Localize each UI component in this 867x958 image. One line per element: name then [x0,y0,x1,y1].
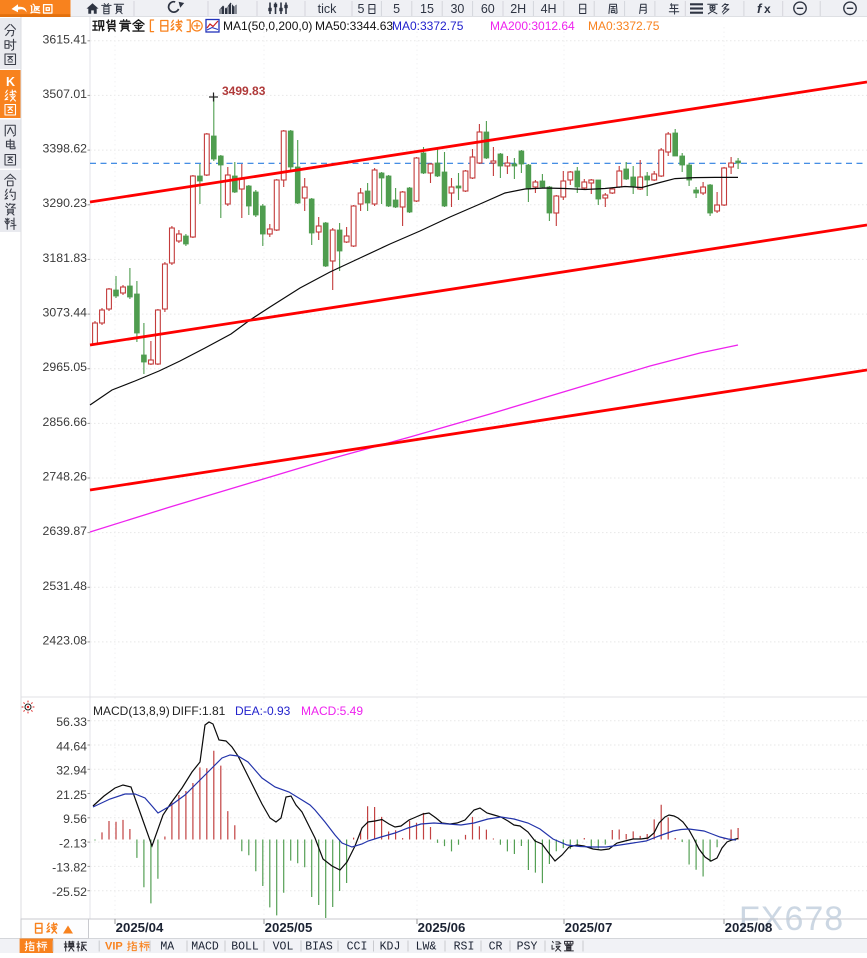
svg-text:CCI: CCI [347,941,368,954]
svg-text:VOL: VOL [273,941,294,954]
svg-text:BIAS: BIAS [305,941,333,954]
svg-text:2025/05: 2025/05 [265,920,313,935]
svg-text:3073.44: 3073.44 [43,306,88,320]
svg-text:DEA:-0.93: DEA:-0.93 [235,704,291,718]
svg-text:3290.23: 3290.23 [43,196,88,210]
svg-text:5: 5 [393,2,400,16]
svg-text:x: x [764,2,771,16]
svg-text:60: 60 [481,2,495,16]
svg-text:MA0:3372.75: MA0:3372.75 [392,19,464,33]
svg-text:MA1(50,0,200,0): MA1(50,0,200,0) [223,19,312,33]
svg-text:2025/08: 2025/08 [725,920,773,935]
svg-text:32.94: 32.94 [56,764,87,778]
svg-text:4H: 4H [541,2,557,16]
svg-text:2H: 2H [510,2,526,16]
svg-text:3507.01: 3507.01 [43,87,88,101]
svg-text:2423.08: 2423.08 [43,633,88,647]
svg-text:-13.82: -13.82 [52,861,87,875]
svg-text:3181.83: 3181.83 [43,251,88,265]
svg-text:tick: tick [318,2,338,16]
svg-text:BOLL: BOLL [231,941,259,954]
svg-text:MA200:3012.64: MA200:3012.64 [490,19,575,33]
svg-text:5: 5 [358,2,365,16]
svg-text:21.25: 21.25 [56,788,87,802]
svg-text:2531.48: 2531.48 [43,579,88,593]
svg-text:LW&: LW& [416,941,437,954]
svg-text:30: 30 [450,2,464,16]
svg-text:2025/04: 2025/04 [116,920,164,935]
svg-text:CR: CR [489,941,503,954]
svg-text:2856.66: 2856.66 [43,415,88,429]
svg-text:MA: MA [160,941,174,954]
svg-text:15: 15 [420,2,434,16]
svg-text:MA0:3372.75: MA0:3372.75 [588,19,660,33]
svg-text:2748.26: 2748.26 [43,470,88,484]
svg-text:-25.52: -25.52 [52,885,87,899]
svg-text:9.56: 9.56 [63,812,87,826]
svg-text:3499.83: 3499.83 [222,84,266,98]
svg-text:2965.05: 2965.05 [43,360,88,374]
svg-text:MACD:5.49: MACD:5.49 [301,704,363,718]
svg-text:MA50:3344.63: MA50:3344.63 [315,19,393,33]
svg-text:3615.41: 3615.41 [43,32,88,46]
svg-text:-2.13: -2.13 [59,836,87,850]
svg-text:PSY: PSY [517,941,538,954]
svg-text:3398.62: 3398.62 [43,142,88,156]
svg-text:MACD: MACD [191,941,219,954]
svg-text:56.33: 56.33 [56,715,87,729]
svg-text:2025/06: 2025/06 [418,920,466,935]
svg-text:DIFF:1.81: DIFF:1.81 [172,704,226,718]
svg-text:f: f [757,1,763,16]
svg-text:44.64: 44.64 [56,739,87,753]
svg-text:2025/07: 2025/07 [565,920,613,935]
svg-text:K: K [6,75,15,89]
svg-text:RSI: RSI [454,941,475,954]
svg-text:VIP: VIP [105,941,123,953]
svg-text:MACD(13,8,9): MACD(13,8,9) [93,704,170,718]
svg-text:2639.87: 2639.87 [43,524,88,538]
svg-text:KDJ: KDJ [380,941,401,954]
